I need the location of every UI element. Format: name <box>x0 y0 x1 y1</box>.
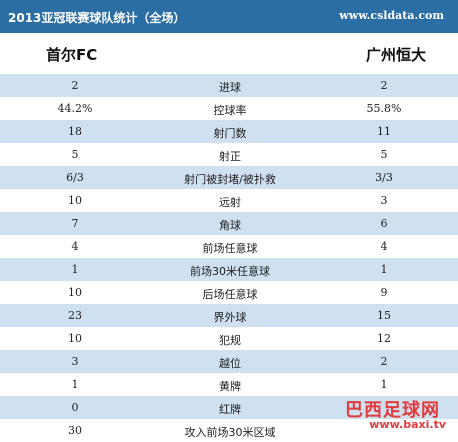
stat-label: 黄牌 <box>219 380 241 393</box>
stat-row: 44.2% 控球率 55.8% <box>0 97 458 120</box>
away-stat-value: 6 <box>380 217 388 230</box>
site-url: www.csldata.com <box>339 9 444 22</box>
home-team-name: 首尔FC <box>46 46 98 64</box>
away-stat-value: 2 <box>380 79 388 92</box>
home-stat-value: 44.2% <box>57 102 93 115</box>
home-stat-value: 6/3 <box>66 171 84 184</box>
page-title: 2013亚冠联赛球队统计（全场） <box>8 11 186 25</box>
stat-label: 远射 <box>219 196 241 209</box>
home-stat-value: 10 <box>68 332 82 345</box>
stat-row: 10 远射 3 <box>0 189 458 212</box>
home-stat-value: 7 <box>71 217 79 230</box>
team-names-row: 首尔FC 广州恒大 <box>0 33 458 74</box>
stats-table: 2 进球 2 44.2% 控球率 55.8% 18 射门数 11 5 射正 5 6/3 射门被封堵/被扑救… <box>0 74 458 442</box>
home-stat-value: 10 <box>68 286 82 299</box>
stat-row: 3 越位 2 <box>0 350 458 373</box>
home-stat-value: 2 <box>71 79 79 92</box>
stat-label: 前场30米任意球 <box>190 265 270 278</box>
stat-label: 红牌 <box>219 403 241 416</box>
away-stat-value: 2 <box>380 355 388 368</box>
stat-row: 10 后场任意球 9 <box>0 281 458 304</box>
stat-row: 2 进球 2 <box>0 74 458 97</box>
home-stat-value: 1 <box>71 378 79 391</box>
home-stat-value: 23 <box>68 309 82 322</box>
home-stat-value: 4 <box>71 240 79 253</box>
away-stat-value: 3/3 <box>375 171 393 184</box>
away-stat-value: 1 <box>380 378 388 391</box>
stat-row: 23 界外球 15 <box>0 304 458 327</box>
stats-header-bar: 2013亚冠联赛球队统计（全场） www.csldata.com <box>0 0 458 33</box>
home-stat-value: 5 <box>71 148 79 161</box>
stat-label: 犯规 <box>219 334 241 347</box>
stat-row: 4 前场任意球 4 <box>0 235 458 258</box>
stat-label: 进球 <box>219 81 241 94</box>
away-stat-value: 4 <box>380 240 388 253</box>
away-stat-value: 3 <box>380 194 388 207</box>
away-stat-value: 15 <box>377 309 391 322</box>
stat-label: 界外球 <box>213 311 247 324</box>
stat-label: 射正 <box>219 150 241 163</box>
home-stat-value: 3 <box>71 355 79 368</box>
stat-label: 前场任意球 <box>202 242 258 255</box>
stat-label: 射门数 <box>213 127 247 140</box>
home-stat-value: 10 <box>68 194 82 207</box>
stat-row: 1 黄牌 1 <box>0 373 458 396</box>
stat-label: 角球 <box>219 219 241 232</box>
away-stat-value: 12 <box>377 332 391 345</box>
stat-label: 后场任意球 <box>202 288 258 301</box>
stat-label: 攻入前场30米区域 <box>184 426 276 439</box>
away-stat-value: 1 <box>380 263 388 276</box>
stat-row: 7 角球 6 <box>0 212 458 235</box>
home-stat-value: 1 <box>71 263 79 276</box>
away-stat-value: 55.8% <box>366 102 402 115</box>
away-stat-value: 5 <box>380 148 388 161</box>
stat-label: 越位 <box>219 357 241 370</box>
stat-row: 0 红牌 <box>0 396 458 419</box>
home-stat-value: 0 <box>71 401 79 414</box>
stat-row: 6/3 射门被封堵/被扑救 3/3 <box>0 166 458 189</box>
home-stat-value: 30 <box>68 424 82 437</box>
stat-label: 控球率 <box>213 104 247 117</box>
stat-label: 射门被封堵/被扑救 <box>184 173 276 186</box>
stat-row: 18 射门数 11 <box>0 120 458 143</box>
away-team-name: 广州恒大 <box>365 46 426 64</box>
stat-row: 10 犯规 12 <box>0 327 458 350</box>
stat-row: 5 射正 5 <box>0 143 458 166</box>
away-stat-value: 9 <box>380 286 388 299</box>
stat-row: 30 攻入前场30米区域 <box>0 419 458 442</box>
stat-row: 1 前场30米任意球 1 <box>0 258 458 281</box>
away-stat-value: 11 <box>377 125 391 138</box>
home-stat-value: 18 <box>68 125 82 138</box>
